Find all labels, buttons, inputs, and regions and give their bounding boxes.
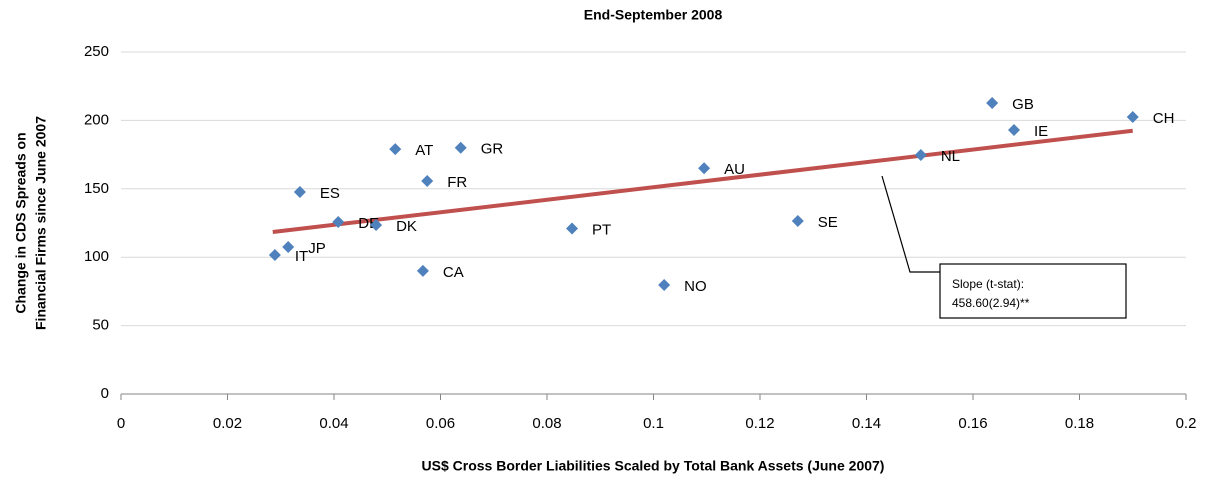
point-label: NL [941,148,960,165]
chart-title: End-September 2008 [584,7,723,23]
y-axis-title: Change in CDS Spreads on [13,132,29,313]
y-tick-label: 250 [84,43,109,60]
x-axis-title: US$ Cross Border Liabilities Scaled by T… [422,458,885,474]
annotation-text: 458.60(2.94)** [952,296,1030,310]
point [268,249,281,262]
x-tick-label: 0.18 [1065,415,1094,432]
point-label: AU [724,161,745,178]
point [282,240,295,253]
point [791,214,804,227]
point [566,222,579,235]
point [421,175,434,188]
point-label: IT [295,248,308,265]
point [658,278,671,291]
x-tick-label: 0.14 [852,415,881,432]
x-tick-label: 0.04 [319,415,348,432]
x-tick-label: 0.06 [426,415,455,432]
point-label: CH [1153,110,1175,127]
point-label: SE [818,214,838,231]
point [1126,110,1139,123]
point-label: ES [320,185,340,202]
point-label: DK [396,218,417,235]
point-label: IE [1034,123,1048,140]
point [389,143,402,156]
x-tick-label: 0.1 [643,415,664,432]
point [698,162,711,175]
x-tick-label: 0.08 [532,415,561,432]
point [986,97,999,110]
point [454,141,467,154]
point [416,264,429,277]
point-label: JP [308,240,326,257]
point [370,219,383,232]
x-tick-label: 0.02 [213,415,242,432]
point-label: GB [1012,96,1034,113]
y-tick-label: 50 [92,317,109,334]
annotation-box [939,263,1127,319]
x-tick-label: 0.12 [745,415,774,432]
point-label: CA [443,264,464,281]
y-tick-label: 0 [101,385,109,402]
y-axis-title: Financial Firms since June 2007 [33,116,49,330]
point [1008,123,1021,136]
point [332,216,345,229]
callout-line [881,175,940,273]
y-tick-label: 100 [84,248,109,265]
point [293,185,306,198]
x-tick-label: 0.16 [958,415,987,432]
annotation-text: Slope (t-stat): [952,277,1024,291]
y-tick-label: 150 [84,180,109,197]
point [914,149,927,162]
x-tick-label: 0.2 [1176,415,1197,432]
point-label: PT [592,221,611,238]
trendline [272,128,1133,235]
point-label: NO [684,278,707,295]
point-label: FR [447,174,467,191]
y-tick-label: 200 [84,111,109,128]
point-label: AT [415,142,433,159]
point-label: GR [481,141,504,158]
x-tick-label: 0 [117,415,125,432]
